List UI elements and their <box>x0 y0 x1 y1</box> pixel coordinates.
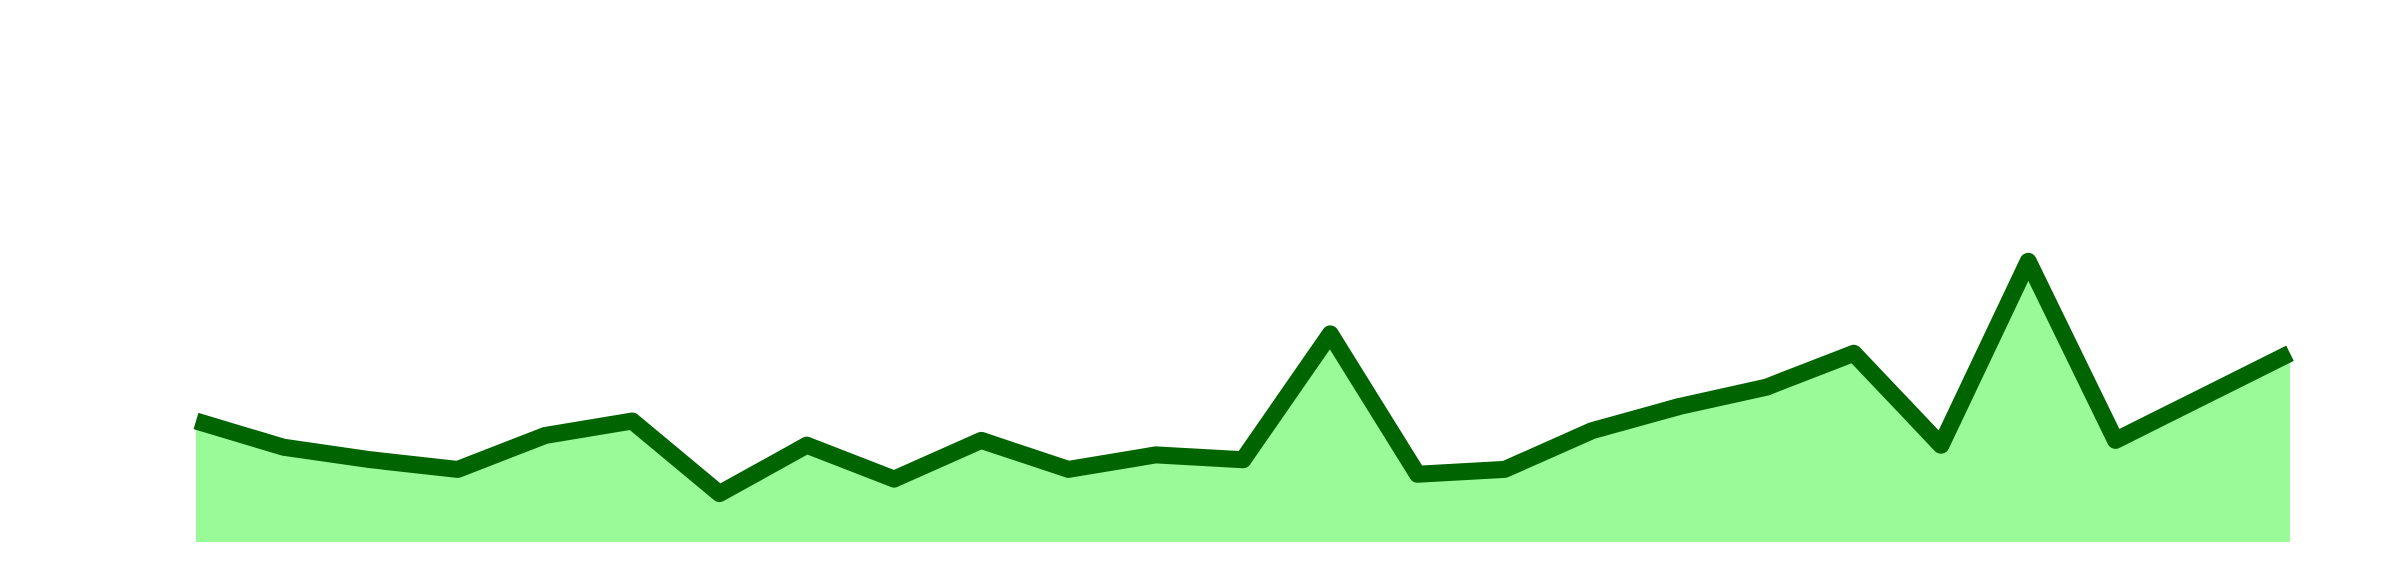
data-point <box>2194 388 2211 405</box>
data-point <box>1322 325 1339 342</box>
data-point <box>1235 451 1251 468</box>
data-point <box>798 437 815 454</box>
data-point <box>711 485 728 502</box>
data-point <box>1671 398 1688 415</box>
data-point <box>1933 437 1949 454</box>
data-point <box>1147 446 1164 463</box>
data-point <box>537 427 553 444</box>
data-point <box>886 471 902 488</box>
line-layer <box>193 252 2294 503</box>
data-point <box>1496 461 1513 478</box>
data-point <box>1409 466 1426 483</box>
data-point <box>275 439 292 456</box>
data-point <box>449 461 466 478</box>
data-point <box>1584 422 1600 439</box>
data-point <box>973 432 990 449</box>
data-point <box>1758 379 1775 396</box>
data-point <box>624 413 641 430</box>
series-area <box>196 261 2290 542</box>
data-point <box>362 451 379 468</box>
area-layer <box>196 261 2290 542</box>
data-point <box>2020 253 2037 270</box>
data-point <box>1845 345 1862 362</box>
data-point <box>1060 461 1077 478</box>
data-point <box>2107 432 2124 449</box>
